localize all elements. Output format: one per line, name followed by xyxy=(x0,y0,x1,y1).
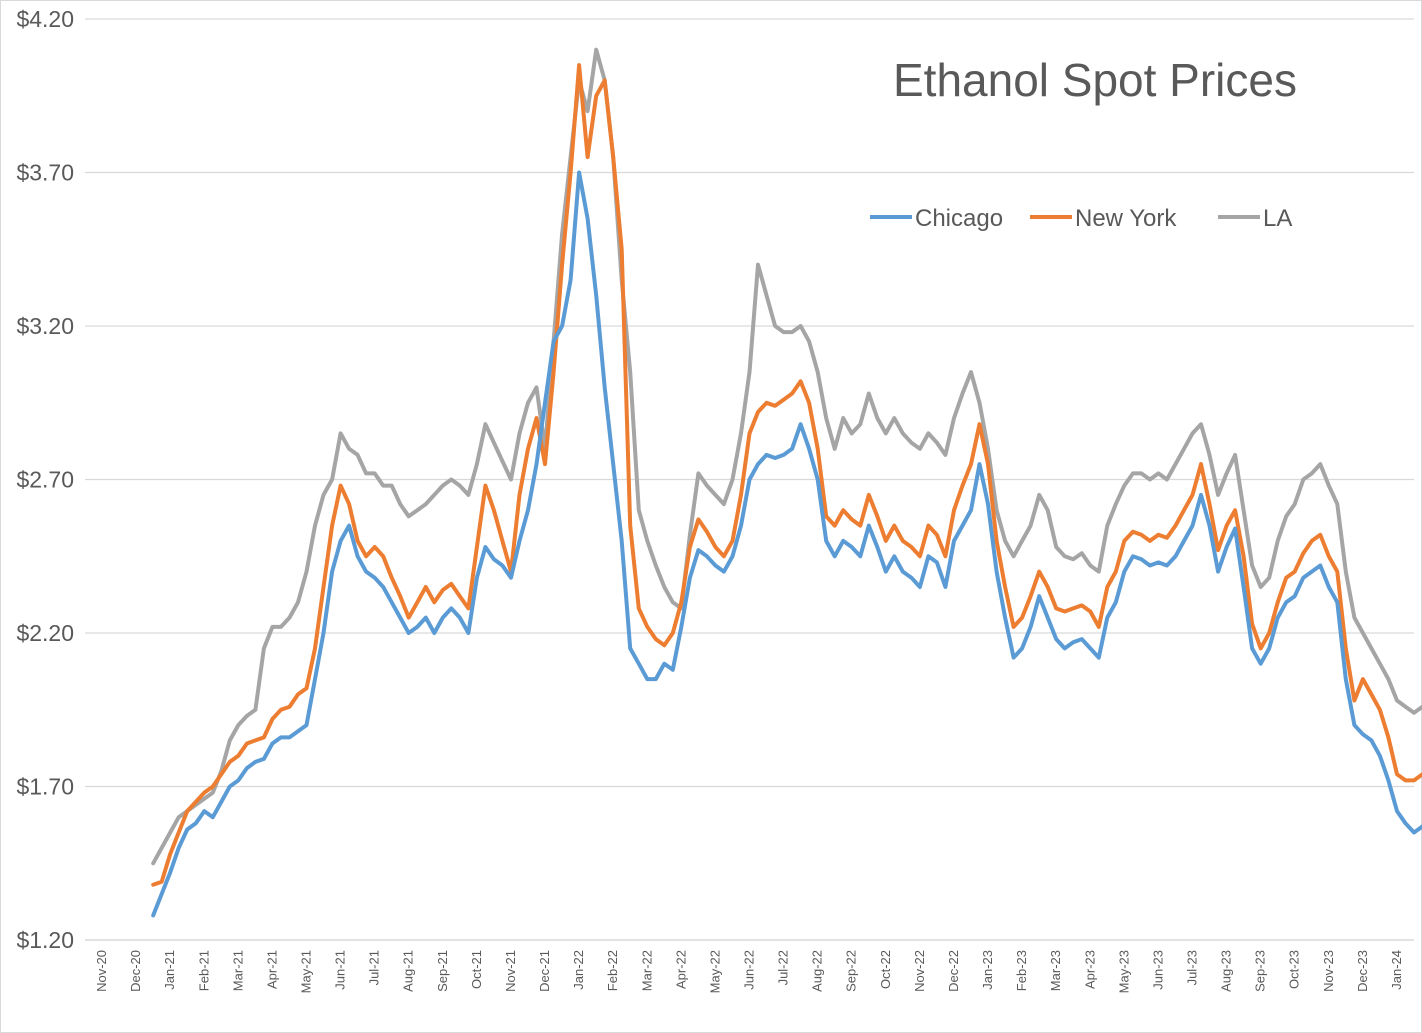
x-tick-label: Jan-21 xyxy=(162,950,177,990)
y-tick-label: $2.20 xyxy=(16,620,74,646)
x-tick-label: Dec-21 xyxy=(537,950,552,992)
x-tick-label: Jun-21 xyxy=(333,950,348,990)
y-tick-label: $1.20 xyxy=(16,927,74,953)
x-tick-label: Feb-21 xyxy=(196,950,211,991)
x-tick-label: Aug-23 xyxy=(1219,950,1234,992)
x-axis-ticks: Nov-20 Dec-20 Jan-21 Feb-21 Mar-21 Apr-21 May-… xyxy=(94,950,1404,993)
x-tick-label: Mar-23 xyxy=(1048,950,1063,991)
x-tick-label: Nov-23 xyxy=(1321,950,1336,992)
x-tick-label: Nov-20 xyxy=(94,950,109,992)
x-tick-label: Mar-21 xyxy=(230,950,245,991)
x-tick-label: Dec-23 xyxy=(1355,950,1370,992)
x-tick-label: Apr-22 xyxy=(673,950,688,989)
x-tick-label: Apr-21 xyxy=(264,950,279,989)
x-tick-label: Feb-22 xyxy=(605,950,620,991)
x-tick-label: Jan-23 xyxy=(980,950,995,990)
x-tick-label: Sep-21 xyxy=(435,950,450,992)
legend: Chicago New York LA xyxy=(870,205,1292,232)
chart-title: Ethanol Spot Prices xyxy=(893,54,1297,106)
x-tick-label: Oct-22 xyxy=(878,950,893,989)
x-tick-label: Dec-22 xyxy=(946,950,961,992)
x-tick-label: Jun-22 xyxy=(742,950,757,990)
series-line-la xyxy=(151,47,1422,866)
x-tick-label: Sep-23 xyxy=(1253,950,1268,992)
series-lines xyxy=(151,47,1422,918)
x-tick-label: Jan-24 xyxy=(1389,950,1404,990)
x-tick-label: Oct-21 xyxy=(469,950,484,989)
x-tick-label: Nov-22 xyxy=(912,950,927,992)
x-tick-label: May-21 xyxy=(299,950,314,993)
x-tick-label: Jul-21 xyxy=(367,950,382,985)
legend-label: Chicago xyxy=(915,205,1003,232)
y-axis-ticks: $1.20 $1.70 $2.20 $2.70 $3.20 $3.70 $4.20 xyxy=(16,6,74,953)
x-tick-label: Feb-23 xyxy=(1014,950,1029,991)
x-tick-label: Aug-22 xyxy=(810,950,825,992)
y-tick-label: $3.20 xyxy=(16,313,74,339)
x-tick-label: Apr-23 xyxy=(1082,950,1097,989)
gridlines xyxy=(85,18,1414,788)
x-tick-label: Jan-22 xyxy=(571,950,586,990)
x-tick-label: Dec-20 xyxy=(128,950,143,992)
legend-label: New York xyxy=(1075,205,1177,232)
y-tick-label: $3.70 xyxy=(16,160,74,186)
x-tick-label: Aug-21 xyxy=(401,950,416,992)
x-tick-label: May-23 xyxy=(1116,950,1131,993)
y-tick-label: $4.20 xyxy=(16,6,74,32)
legend-label: LA xyxy=(1263,205,1292,232)
x-tick-label: Sep-22 xyxy=(844,950,859,992)
x-tick-label: Mar-22 xyxy=(639,950,654,991)
y-tick-label: $1.70 xyxy=(16,774,74,800)
series-line-chicago xyxy=(151,170,1422,918)
y-tick-label: $2.70 xyxy=(16,467,74,493)
series-line-new-york xyxy=(151,63,1422,887)
x-tick-label: Jul-23 xyxy=(1185,950,1200,985)
x-tick-label: Nov-21 xyxy=(503,950,518,992)
x-tick-label: Oct-23 xyxy=(1287,950,1302,989)
x-tick-label: Jun-23 xyxy=(1150,950,1165,990)
x-tick-label: May-22 xyxy=(707,950,722,993)
x-tick-label: Jul-22 xyxy=(776,950,791,985)
